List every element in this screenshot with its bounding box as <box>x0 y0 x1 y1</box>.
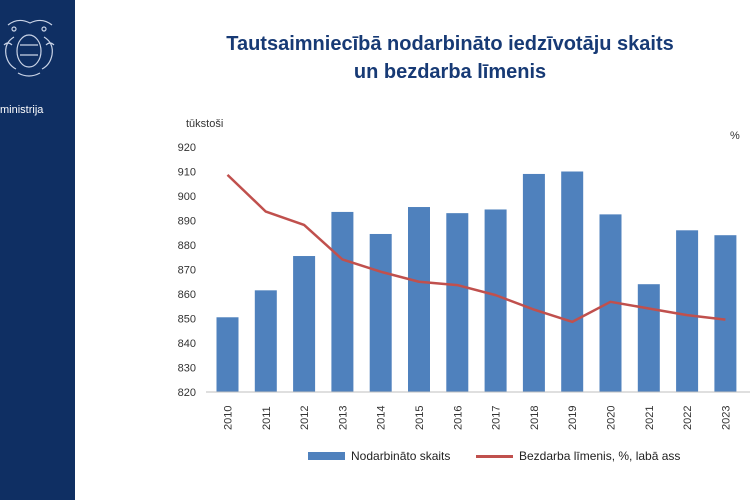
sidebar: ministrija <box>0 0 75 500</box>
x-tick-label: 2011 <box>261 406 273 430</box>
bar <box>446 213 469 392</box>
y-tick-label: 870 <box>178 265 196 277</box>
y-tick-label: 910 <box>178 167 196 179</box>
bar <box>484 209 507 392</box>
legend-label-unemployment: Bezdarba līmenis, %, labā ass <box>519 449 681 463</box>
legend-item-unemployment: Bezdarba līmenis, %, labā ass <box>476 449 680 463</box>
y-tick-label: 920 <box>178 142 196 154</box>
legend-item-employed: Nodarbināto skaits <box>308 449 450 463</box>
bar <box>216 317 239 392</box>
x-tick-label: 2016 <box>452 406 464 430</box>
bar <box>714 235 737 392</box>
bar <box>331 211 354 392</box>
bar <box>676 230 699 392</box>
bar <box>637 284 660 392</box>
x-tick-label: 2018 <box>529 406 541 430</box>
legend-label-employed: Nodarbināto skaits <box>351 449 451 463</box>
bar <box>254 290 277 392</box>
title-line-1: Tautsaimniecībā nodarbināto iedzīvotāju … <box>226 33 674 55</box>
y-right-unit-label: % <box>730 130 740 142</box>
x-tick-label: 2013 <box>337 406 349 430</box>
y-left-unit-label: tūkstoši <box>186 118 223 130</box>
bar <box>522 173 545 392</box>
unemployment-line <box>226 173 726 324</box>
x-tick-label: 2019 <box>567 406 579 430</box>
x-tick-label: 2023 <box>720 406 732 430</box>
x-tick-label: 2014 <box>376 406 388 430</box>
y-tick-label: 900 <box>178 191 196 203</box>
y-tick-label: 860 <box>178 289 196 301</box>
legend-swatch-line <box>476 454 513 458</box>
y-tick-label: 840 <box>178 338 196 350</box>
chart-title: Tautsaimniecībā nodarbināto iedzīvotāju … <box>150 30 750 86</box>
title-line-2: un bezdarba līmenis <box>353 61 547 83</box>
x-tick-label: 2012 <box>299 406 311 430</box>
bar <box>293 256 316 392</box>
x-tick-label: 2022 <box>682 406 694 430</box>
y-tick-label: 830 <box>178 363 196 375</box>
y-tick-label: 850 <box>178 314 196 326</box>
x-tick-label: 2020 <box>606 406 618 430</box>
bar <box>561 171 584 392</box>
y-tick-label: 890 <box>178 216 196 228</box>
chart: tūkstoši% 820 830 840 850 860 870 880 890 900 910 9… <box>178 118 750 430</box>
y-tick-label: 820 <box>178 387 196 399</box>
y-tick-label: 880 <box>178 240 196 252</box>
coat-of-arms-icon <box>3 19 55 77</box>
x-tick-label: 2021 <box>644 406 656 430</box>
x-tick-label: 2015 <box>414 406 426 430</box>
ministry-name: ministrija <box>0 104 44 116</box>
x-tick-label: 2017 <box>491 406 503 430</box>
x-tick-label: 2010 <box>223 406 235 430</box>
bar <box>369 233 392 392</box>
legend-swatch-bar <box>308 452 345 460</box>
bar <box>408 207 430 392</box>
